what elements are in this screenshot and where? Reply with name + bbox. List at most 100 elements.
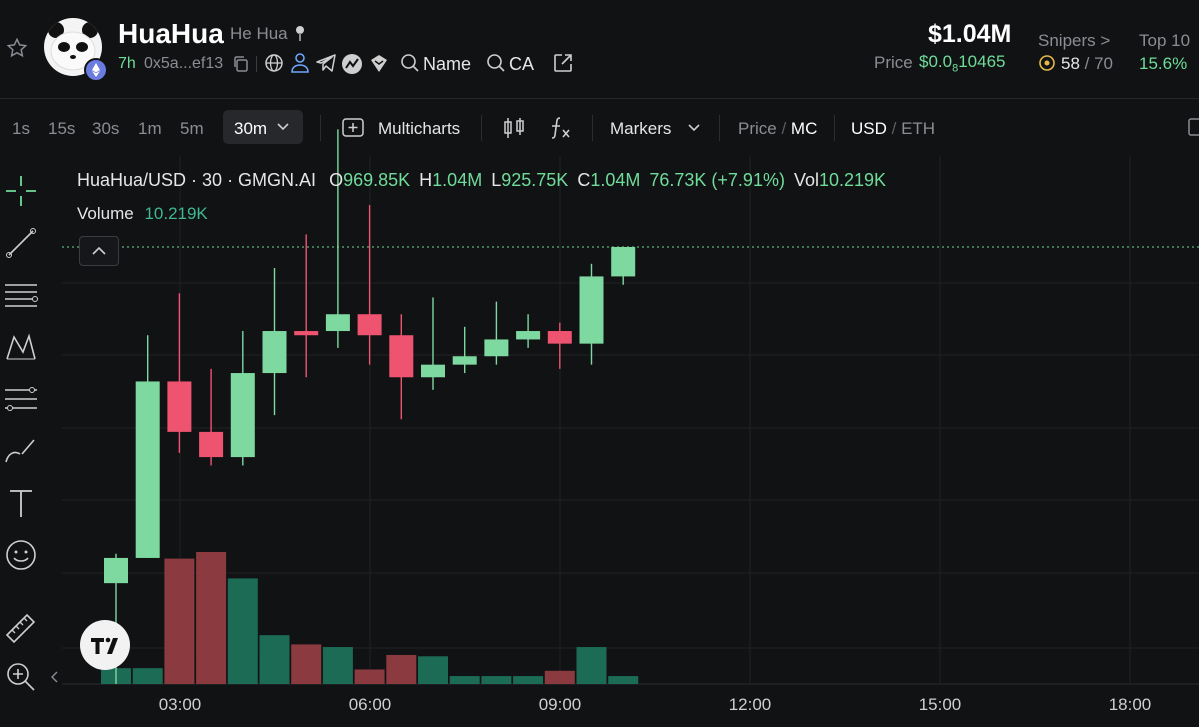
legend-high: 1.04M <box>432 170 483 190</box>
candle <box>421 297 445 390</box>
volume-bar <box>418 656 448 684</box>
search-ca-button[interactable]: CA <box>509 54 535 74</box>
zoom-in-icon[interactable] <box>2 658 40 696</box>
candle <box>547 322 572 369</box>
candle <box>230 331 255 466</box>
emoji-icon[interactable] <box>2 536 40 574</box>
token-header: HuaHua He Hua 7h 0x5a...ef13 Name CA $1.… <box>0 0 1199 98</box>
timeframe-1m[interactable]: 1m <box>138 119 162 138</box>
price-prefix: $0.0 <box>919 52 953 71</box>
user-icon[interactable] <box>290 52 310 74</box>
volume-value: 10.219K <box>144 204 208 223</box>
screenshot-icon[interactable] <box>1187 117 1199 137</box>
search-name-button[interactable]: Name <box>423 54 472 74</box>
timeframe-5m[interactable]: 5m <box>180 119 204 138</box>
top10-value: 15.6% <box>1139 54 1188 73</box>
volume-bar <box>259 635 290 684</box>
pattern-icon[interactable] <box>2 328 40 366</box>
x-tick-label: 15:00 <box>919 695 962 714</box>
tradingview-logo[interactable] <box>80 620 130 670</box>
volume-bar <box>354 669 385 684</box>
markers-button[interactable]: Markers <box>610 119 672 138</box>
candle-body <box>389 335 414 378</box>
usd-toggle-label: USD <box>851 119 887 138</box>
collapse-legend-button[interactable] <box>79 236 119 266</box>
x-tick-label: 18:00 <box>1109 695 1152 714</box>
price-mc-toggle[interactable]: Price / MC <box>738 119 818 138</box>
volume-bar <box>132 668 163 684</box>
telegram-icon[interactable] <box>315 53 337 73</box>
x-tick-label: 09:00 <box>539 695 582 714</box>
legend-close-label: C <box>577 170 591 190</box>
market-cap: $1.04M <box>928 20 1012 48</box>
timeframe-30s[interactable]: 30s <box>92 119 120 138</box>
volume-label: Volume <box>77 204 134 223</box>
legend-low: 925.75K <box>501 170 569 190</box>
candle-body <box>579 276 604 344</box>
legend-open: 969.85K <box>343 170 411 190</box>
price-toggle-label: Price <box>738 119 777 138</box>
candle-body <box>325 314 350 332</box>
search-icon[interactable] <box>400 53 420 73</box>
volume-bar <box>386 654 417 684</box>
volume-bar <box>576 647 607 684</box>
chevron-down-icon[interactable] <box>687 123 701 133</box>
brush-icon[interactable] <box>2 432 40 470</box>
token-age: 7h <box>118 55 136 72</box>
globe-icon[interactable] <box>264 53 284 73</box>
copy-icon[interactable] <box>232 55 250 73</box>
currency-toggle[interactable]: USD / ETH <box>851 119 936 138</box>
separator <box>320 115 321 141</box>
candle-body <box>230 373 255 458</box>
timeframe-15s[interactable]: 15s <box>48 119 76 138</box>
crosshair-icon[interactable] <box>2 172 40 210</box>
volume-bar <box>513 676 544 684</box>
volume-bar <box>164 558 195 684</box>
chart-link-icon[interactable] <box>341 53 363 75</box>
dex-icon[interactable] <box>368 52 390 74</box>
candle-body <box>516 331 541 340</box>
mc-toggle-label: MC <box>790 119 818 138</box>
share-icon[interactable] <box>552 52 574 74</box>
snipers-label[interactable]: Snipers > <box>1038 31 1111 50</box>
ruler-icon[interactable] <box>2 608 40 646</box>
separator <box>592 115 593 141</box>
ohlc-legend: HuaHua/USD · 30 · GMGN.AI O969.85K H1.04… <box>77 170 886 191</box>
trend-line-icon[interactable] <box>2 224 40 262</box>
candle <box>294 234 319 378</box>
chevron-left-icon[interactable] <box>50 670 60 684</box>
avatar <box>44 18 102 76</box>
search-icon[interactable] <box>486 53 506 73</box>
add-chart-icon[interactable] <box>341 117 365 139</box>
volume-bar <box>449 676 480 684</box>
candle <box>516 314 541 348</box>
x-tick-label: 06:00 <box>349 695 392 714</box>
candle-body <box>294 331 319 336</box>
legend-vol: 10.219K <box>819 170 887 190</box>
candle <box>452 326 477 374</box>
snipers-value: 58 / 70 <box>1061 54 1113 74</box>
timeframe-30m-selected[interactable]: 30m <box>223 110 303 144</box>
contract-address: 0x5a...ef13 <box>144 55 224 72</box>
horizontal-lines-icon[interactable] <box>2 276 40 314</box>
legend-low-label: L <box>491 170 502 190</box>
volume-bar <box>196 552 227 684</box>
text-tool-icon[interactable] <box>2 484 40 522</box>
star-icon[interactable] <box>6 37 28 59</box>
target-icon <box>1039 55 1055 71</box>
token-full-name: He Hua <box>230 24 288 43</box>
multicharts-button[interactable]: Multicharts <box>378 119 461 138</box>
timeframe-1s[interactable]: 1s <box>12 119 30 138</box>
tradingview-icon <box>91 637 118 654</box>
indicators-fx-icon[interactable] <box>548 115 574 141</box>
candle-body <box>135 381 160 558</box>
x-tick-label: 03:00 <box>159 695 202 714</box>
candle <box>389 314 414 420</box>
fib-retracement-icon[interactable] <box>2 380 40 418</box>
candle-body <box>104 557 128 584</box>
time-axis: 03:00 06:00 09:00 12:00 15:00 18:00 <box>159 695 1152 714</box>
separator <box>256 56 257 72</box>
volume-bar <box>322 647 353 684</box>
candles-icon[interactable] <box>502 116 526 140</box>
